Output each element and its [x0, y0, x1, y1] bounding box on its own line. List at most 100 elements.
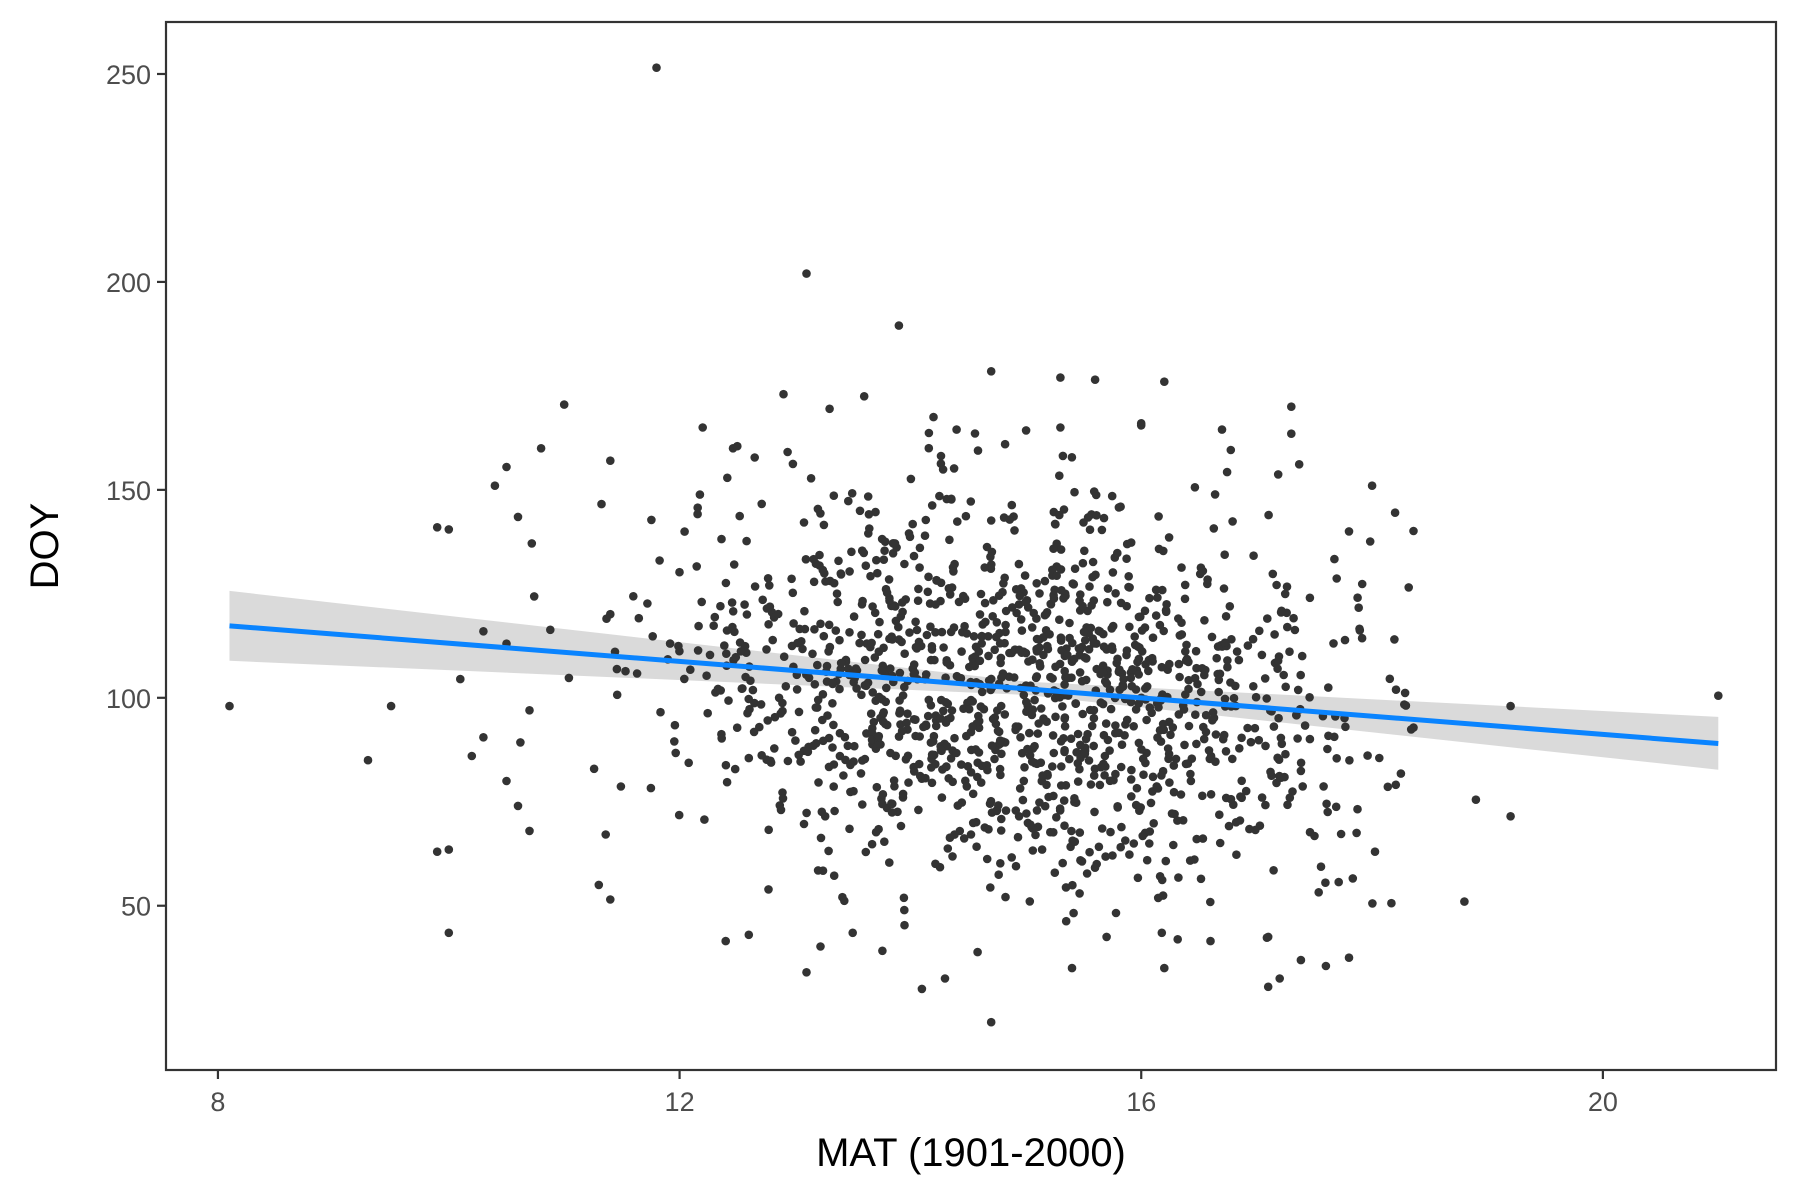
data-point — [1083, 513, 1093, 522]
data-point — [770, 712, 780, 722]
data-point — [983, 632, 993, 641]
data-point — [913, 596, 923, 605]
data-point — [1323, 807, 1332, 817]
data-point — [1182, 640, 1191, 650]
data-point — [997, 673, 1006, 682]
data-point — [1016, 615, 1026, 624]
data-point — [1051, 520, 1060, 529]
data-point — [1228, 754, 1237, 764]
data-point — [1506, 812, 1515, 821]
data-point — [866, 709, 876, 718]
data-point — [721, 578, 731, 588]
data-point — [745, 704, 754, 714]
data-point — [1209, 524, 1219, 533]
data-point — [1173, 816, 1182, 825]
data-point — [910, 668, 920, 677]
data-point — [999, 579, 1008, 588]
data-point — [1174, 873, 1183, 882]
data-point — [1134, 738, 1144, 748]
data-point — [1007, 500, 1017, 510]
data-point — [1147, 653, 1157, 663]
data-point — [1365, 537, 1375, 546]
data-point — [1200, 616, 1209, 625]
data-point — [1067, 963, 1077, 973]
data-point — [979, 704, 989, 714]
data-point — [942, 762, 951, 771]
data-point — [1126, 775, 1136, 784]
data-point — [602, 614, 611, 623]
data-point — [727, 598, 737, 607]
data-point — [875, 617, 884, 627]
data-point — [1050, 585, 1059, 595]
data-point — [722, 649, 731, 658]
data-point — [869, 717, 879, 727]
data-point — [1099, 730, 1109, 740]
data-point — [1345, 756, 1354, 765]
data-point — [993, 726, 1003, 736]
data-point — [829, 578, 839, 588]
data-point — [1225, 602, 1235, 611]
data-point — [909, 660, 919, 669]
data-point — [898, 607, 907, 617]
data-point — [974, 716, 984, 726]
data-point — [845, 567, 854, 576]
data-point — [1089, 713, 1099, 723]
data-point — [750, 582, 760, 591]
data-point — [1111, 721, 1120, 730]
data-point — [802, 269, 811, 278]
data-point — [816, 942, 825, 951]
data-point — [1011, 806, 1021, 815]
data-point — [1022, 809, 1031, 818]
data-point — [1001, 620, 1010, 630]
data-point — [675, 567, 684, 577]
data-point — [787, 574, 796, 584]
data-point — [1108, 851, 1117, 860]
data-point — [931, 628, 940, 637]
data-point — [992, 632, 1001, 642]
data-point — [986, 552, 995, 562]
data-point — [1037, 845, 1047, 854]
data-point — [828, 699, 837, 708]
data-point — [818, 715, 827, 725]
data-point — [1375, 753, 1384, 763]
data-point — [1071, 699, 1081, 708]
data-point — [1027, 757, 1037, 766]
data-point — [829, 491, 839, 501]
data-point — [1257, 793, 1267, 802]
data-point — [1051, 712, 1060, 722]
data-point — [1056, 545, 1066, 554]
data-point — [1321, 878, 1330, 887]
data-point — [1157, 771, 1166, 780]
data-point — [917, 984, 927, 994]
data-point — [915, 732, 924, 741]
data-point — [1137, 745, 1146, 754]
data-point — [848, 928, 857, 938]
data-point — [1114, 503, 1124, 512]
data-point — [1257, 650, 1267, 660]
data-point — [722, 777, 732, 787]
data-point — [1245, 824, 1254, 834]
data-point — [1181, 656, 1191, 665]
data-point — [1352, 828, 1361, 838]
data-point — [1035, 798, 1044, 807]
data-point — [1224, 821, 1234, 831]
data-point — [824, 762, 834, 772]
data-point — [1249, 551, 1258, 560]
data-point — [648, 632, 657, 641]
data-point — [867, 839, 877, 849]
data-point — [1133, 873, 1143, 883]
data-point — [924, 572, 933, 582]
data-point — [1196, 687, 1206, 697]
data-point — [1132, 783, 1142, 793]
data-point — [1067, 453, 1077, 462]
data-point — [1085, 705, 1095, 715]
data-point — [1138, 831, 1147, 841]
data-point — [855, 506, 865, 516]
data-point — [1106, 704, 1116, 714]
data-point — [1211, 757, 1220, 766]
data-point — [1056, 633, 1066, 642]
data-point — [1056, 423, 1065, 432]
data-point — [665, 639, 675, 648]
data-point — [1236, 792, 1245, 801]
data-point — [1266, 767, 1275, 777]
